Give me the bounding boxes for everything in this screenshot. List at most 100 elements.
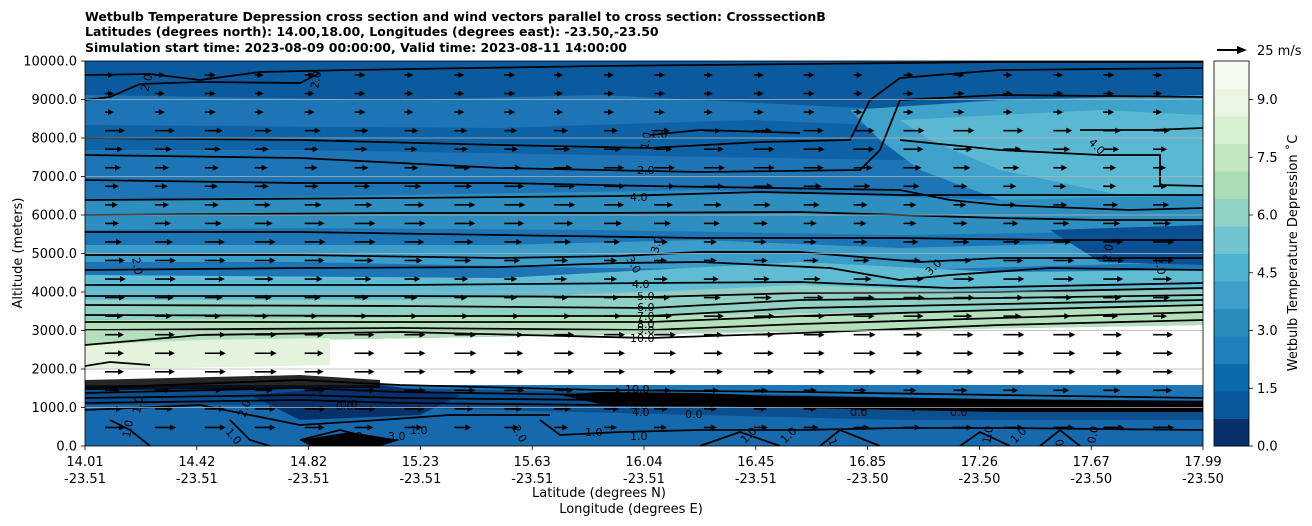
wind-vector-head bbox=[1112, 313, 1119, 320]
wind-vector-head bbox=[1014, 238, 1021, 245]
wind-vector-head bbox=[262, 313, 269, 320]
wind-vector-head bbox=[917, 276, 924, 283]
wind-vector-head bbox=[611, 276, 618, 283]
wind-vector-head bbox=[1060, 183, 1067, 190]
contour-line bbox=[229, 419, 271, 446]
wind-vector-head bbox=[412, 164, 419, 171]
wind-vector-head bbox=[662, 276, 668, 283]
wind-vector-head bbox=[557, 72, 564, 78]
wind-vector-head bbox=[1018, 350, 1025, 357]
wind-vector-head bbox=[557, 90, 564, 97]
wind-vector-head bbox=[1161, 183, 1168, 190]
wind-vector-head bbox=[411, 294, 418, 301]
wind-vector-head bbox=[966, 146, 973, 153]
wind-vector-head bbox=[665, 387, 671, 394]
wind-vector-head bbox=[562, 424, 569, 431]
colorbar-segment bbox=[1214, 116, 1249, 144]
wind-vector-head bbox=[311, 164, 318, 171]
wind-vector-head bbox=[564, 313, 571, 320]
wind-vector-head bbox=[608, 109, 615, 116]
wind-vector-head bbox=[916, 331, 923, 338]
wind-vector-head bbox=[766, 183, 773, 190]
wind-vector-head bbox=[818, 331, 825, 338]
wind-vector-head bbox=[165, 313, 172, 320]
x-tick-label-latitude: 14.42 bbox=[178, 455, 215, 470]
wind-vector-head bbox=[308, 90, 315, 97]
wind-vector-head bbox=[813, 201, 820, 208]
wind-vector-head bbox=[1069, 350, 1076, 357]
wind-vector-head bbox=[318, 387, 325, 394]
wind-vector-head bbox=[1012, 387, 1019, 394]
contour-line bbox=[85, 404, 550, 426]
wind-vector-head bbox=[861, 201, 868, 208]
wind-vector-head bbox=[818, 146, 825, 153]
wind-vector-head bbox=[968, 276, 975, 283]
colorbar-segment bbox=[1214, 88, 1249, 117]
wind-vector-head bbox=[212, 164, 219, 171]
wind-vector-head bbox=[616, 387, 623, 394]
wind-vector-head bbox=[710, 238, 717, 245]
wind-vector-head bbox=[569, 183, 576, 190]
contour-label: 2.0 bbox=[236, 398, 254, 419]
wind-vectors bbox=[105, 72, 1175, 431]
wind-vector-head bbox=[462, 276, 469, 283]
wind-vector-head bbox=[717, 146, 724, 153]
wind-vector-head bbox=[270, 331, 277, 338]
wind-vector-head bbox=[1115, 127, 1122, 134]
wind-vector-head bbox=[965, 257, 972, 264]
wind-vector-head bbox=[817, 127, 824, 134]
wind-vector-head bbox=[470, 331, 477, 338]
wind-vector-head bbox=[757, 72, 764, 78]
wind-vector-head bbox=[266, 220, 273, 227]
wind-vector-head bbox=[167, 294, 174, 301]
wind-vector-head bbox=[868, 146, 875, 153]
wind-vector-head bbox=[419, 350, 426, 357]
wind-vector-head bbox=[168, 368, 175, 375]
contour-label: 2.0 bbox=[1100, 243, 1116, 262]
contour-label: 1.0 bbox=[825, 437, 843, 458]
wind-vector-head bbox=[458, 72, 465, 78]
x-tick-label-longitude: -23.51 bbox=[176, 472, 218, 487]
wind-vector-head bbox=[1167, 331, 1174, 338]
wind-vector-head bbox=[810, 387, 817, 394]
colorbar-segment bbox=[1214, 61, 1249, 89]
contour-lines bbox=[85, 61, 1203, 446]
wind-vector-head bbox=[865, 276, 872, 283]
contour-label: 4.0 bbox=[632, 406, 650, 419]
wind-vector-head bbox=[619, 331, 626, 338]
wind-vector-head bbox=[967, 331, 974, 338]
wind-vector-head bbox=[1068, 257, 1075, 264]
wind-vector-head bbox=[864, 183, 871, 190]
wind-vector-head bbox=[966, 424, 973, 431]
wind-vector-head bbox=[715, 201, 722, 208]
contour-line bbox=[85, 361, 151, 367]
colorbar-segment bbox=[1214, 363, 1249, 392]
wind-vector-head bbox=[419, 387, 426, 394]
wind-vector-head bbox=[716, 331, 723, 338]
contour-line bbox=[85, 261, 1203, 281]
wind-vector-head bbox=[108, 90, 114, 97]
wind-vector-head bbox=[1168, 257, 1175, 264]
contour-label: 1.0 bbox=[630, 430, 648, 443]
wind-vector-head bbox=[115, 164, 121, 171]
wind-vector-head bbox=[664, 127, 670, 134]
wind-vector-head bbox=[412, 127, 419, 134]
wind-vector-head bbox=[918, 294, 925, 301]
wind-vector-head bbox=[359, 90, 366, 97]
colorbar-tick-label: 3.0 bbox=[1257, 324, 1278, 339]
dense-contour-band-left bbox=[85, 375, 380, 390]
wind-vector-head bbox=[267, 276, 274, 283]
wind-vector-head bbox=[365, 276, 372, 283]
wind-vector-head bbox=[917, 313, 924, 320]
wind-vector-head bbox=[359, 72, 366, 78]
wind-vector-head bbox=[757, 109, 764, 116]
wind-vector-head bbox=[158, 109, 165, 116]
wind-vector-head bbox=[513, 424, 520, 431]
wind-vector-head bbox=[311, 313, 318, 320]
wind-vector-head bbox=[716, 350, 723, 357]
wind-vector-head bbox=[917, 146, 924, 153]
contour-label: 8.0 bbox=[637, 318, 655, 331]
wind-vector-head bbox=[1057, 72, 1064, 78]
wind-vector-head bbox=[509, 90, 516, 97]
